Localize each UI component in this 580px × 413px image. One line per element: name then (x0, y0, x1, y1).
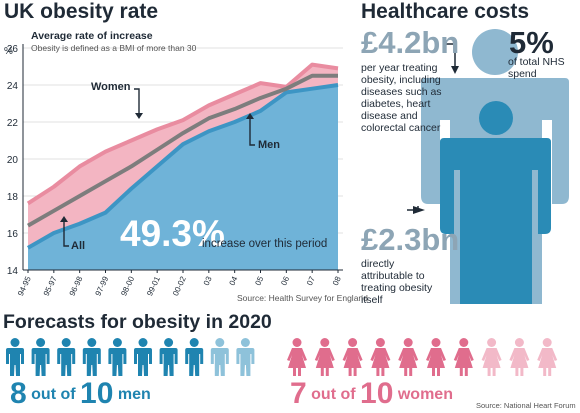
increase-percent: 49.3% (120, 213, 225, 254)
women-out-of: out of (311, 386, 356, 403)
nhs-share-figure: 5% (509, 25, 554, 60)
women-word: women (397, 386, 453, 403)
x-tick-label: 05 (253, 275, 265, 287)
women-forecast-stat: 7 out of 10 women (290, 378, 453, 411)
woman-icon (370, 338, 391, 376)
y-tick-label: 24 (7, 81, 19, 92)
chart-source: Source: Health Survey for England (237, 293, 368, 303)
women-total: 10 (360, 377, 394, 410)
annual-cost-figure: £4.2bn (361, 25, 460, 60)
man-icon (236, 338, 255, 376)
y-tick-label: 20 (7, 155, 19, 166)
y-tick-label: 26 (7, 44, 19, 55)
woman-icon (453, 338, 474, 376)
men-arrow (249, 119, 255, 146)
y-tick-label: 14 (7, 266, 19, 277)
y-tick-label: 18 (7, 192, 19, 203)
nhs-share-description: of total NHS spend (508, 56, 565, 80)
woman-icon (314, 338, 335, 376)
woman-icon (509, 338, 530, 376)
men-word: men (117, 386, 151, 403)
men-forecast-stat: 8 out of 10 men (10, 378, 151, 411)
women-arrow-head (135, 113, 143, 119)
x-tick-label: 03 (202, 275, 214, 287)
woman-icon (481, 338, 502, 376)
all-line (27, 73, 338, 228)
x-tick-label: 07 (305, 275, 317, 287)
series-label-men: Men (258, 139, 280, 151)
man-icon (108, 338, 127, 376)
man-icon (134, 338, 152, 376)
chart-subtitle: Average rate of increase (31, 30, 153, 42)
direct-cost-figure: £2.3bn (361, 222, 460, 257)
x-tick-label: 08 (331, 275, 343, 287)
men-out-of: out of (31, 386, 76, 403)
man-icon (57, 338, 76, 376)
man-icon (159, 338, 178, 376)
men-total: 10 (80, 377, 114, 410)
woman-icon (287, 338, 307, 376)
men-area (28, 85, 338, 270)
man-icon (6, 338, 24, 376)
man-icon (82, 338, 101, 376)
women-arrow (134, 88, 140, 113)
women-icon-row (287, 338, 558, 376)
men-line (27, 83, 339, 250)
y-tick-label: 22 (7, 118, 19, 129)
man-icon (31, 338, 50, 376)
annual-cost-description: per year treating obesity, including dis… (361, 62, 442, 135)
forecast-title: Forecasts for obesity in 2020 (3, 311, 272, 333)
chart-label-arrows (60, 88, 255, 247)
x-tick-label: 06 (279, 275, 291, 287)
man-icon (185, 338, 204, 376)
woman-icon (426, 338, 446, 376)
men-count: 8 (10, 377, 27, 410)
all-arrow (63, 222, 69, 247)
chart-title: UK obesity rate (4, 0, 159, 23)
chart-note: Obesity is defined as a BMI of more than… (31, 43, 197, 53)
woman-icon (342, 338, 363, 376)
x-tick-label: 04 (228, 275, 240, 287)
all-arrow-head (60, 216, 68, 222)
healthcare-title: Healthcare costs (361, 0, 530, 23)
woman-icon (537, 338, 558, 376)
y-tick-label: 16 (7, 229, 19, 240)
men-icon-row (6, 338, 255, 376)
woman-icon (398, 338, 419, 376)
man-icon (210, 338, 229, 376)
increase-caption: increase over this period (202, 238, 328, 250)
series-label-women: Women (91, 81, 131, 93)
chart-lines (26, 62, 339, 250)
men-arrow-head (246, 113, 254, 119)
healthcare-arrows (407, 43, 459, 214)
forecast-source: Source: National Heart Forum (476, 401, 576, 410)
small-person-icon (440, 101, 551, 304)
y-axis-unit: % (4, 46, 13, 57)
series-label-all: All (71, 240, 86, 252)
women-count: 7 (290, 377, 307, 410)
direct-cost-description: directly attributable to treating obesit… (361, 258, 433, 307)
